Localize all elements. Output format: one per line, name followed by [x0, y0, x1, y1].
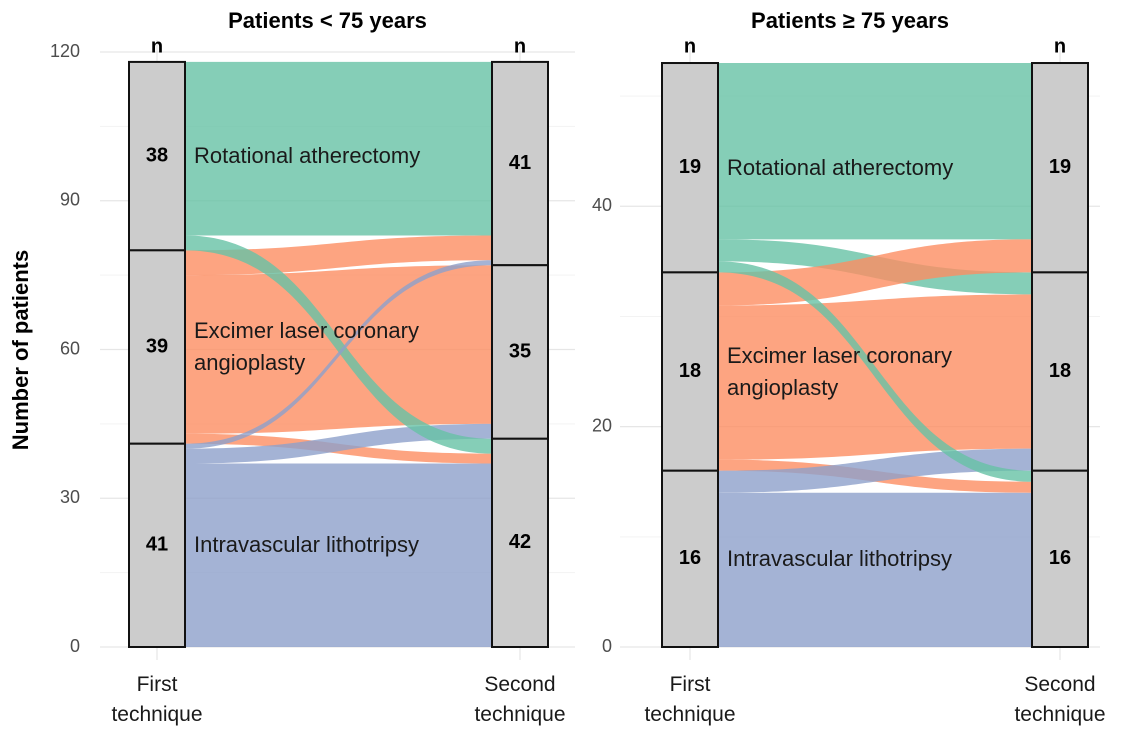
y-tick-label: 0 [70, 636, 80, 656]
flow [718, 492, 1032, 647]
stratum-name: Excimer laser coronary angioplasty [194, 318, 419, 376]
y-tick-label: 90 [60, 190, 80, 210]
flow [185, 61, 492, 236]
y-tick-label: 0 [602, 636, 612, 656]
stratum-name-box: Intravascular lithotripsy [194, 444, 456, 647]
x-tick-label-wrap: Second technique [460, 670, 580, 733]
x-tick-label-box: Second technique [1000, 670, 1120, 733]
flow [718, 261, 1032, 482]
stratum-count: 35 [509, 340, 531, 362]
x-tick-label-box: First technique [630, 670, 750, 733]
stratum-name-box: Intravascular lithotripsy [727, 471, 989, 647]
stratum-name: Excimer laser coronary angioplasty [727, 342, 952, 400]
stratum [1031, 469, 1089, 648]
stratum-count: 41 [146, 534, 168, 556]
count-header: n [151, 35, 163, 57]
count-header: n [684, 35, 696, 57]
x-tick-label: First technique [111, 673, 203, 727]
chart-title: Patients ≥ 75 years [751, 8, 949, 33]
stratum-name: Rotational atherectomy [194, 143, 421, 169]
stratum-count: 19 [679, 156, 701, 178]
y-tick-label: 120 [50, 41, 80, 61]
flow [185, 463, 492, 647]
stratum-count: 39 [146, 335, 168, 357]
x-tick-label: Second technique [1014, 673, 1106, 727]
flow [185, 235, 492, 454]
stratum-name-box: Rotational atherectomy [194, 62, 456, 250]
x-tick-label: Second technique [474, 673, 566, 727]
stratum-count: 16 [679, 547, 701, 569]
flow [718, 63, 1032, 240]
x-tick-label-box: First technique [97, 670, 217, 733]
stratum-name-wrap: Intravascular lithotripsy [727, 471, 989, 647]
stratum [661, 469, 719, 648]
y-tick-label: 60 [60, 338, 80, 358]
stratum [1031, 62, 1089, 274]
stratum-name: Intravascular lithotripsy [194, 532, 419, 558]
stratum-name: Rotational atherectomy [727, 154, 954, 180]
flow [185, 260, 492, 449]
x-tick-label-box: Second technique [460, 670, 580, 733]
stratum-name-box: Rotational atherectomy [727, 63, 989, 272]
stratum-name-wrap: Intravascular lithotripsy [194, 444, 456, 647]
count-header: n [1054, 35, 1066, 57]
stratum-count: 19 [1049, 156, 1071, 178]
stratum-count: 18 [679, 360, 701, 382]
stratum [491, 437, 549, 648]
stratum [1031, 271, 1089, 472]
y-tick-label: 30 [60, 487, 80, 507]
x-tick-label-wrap: First technique [630, 670, 750, 733]
y-axis-label: Number of patients [8, 250, 33, 450]
flow [718, 448, 1032, 493]
x-tick-label-wrap: Second technique [1000, 670, 1120, 733]
stratum [128, 60, 186, 252]
stratum [661, 271, 719, 472]
stratum-name-wrap: Rotational atherectomy [727, 63, 989, 272]
x-tick-label: First technique [644, 673, 736, 727]
stratum [491, 264, 549, 440]
y-tick-label: 40 [592, 195, 612, 215]
stratum-name-wrap: Rotational atherectomy [194, 62, 456, 250]
stratum-name-box: Excimer laser coronary angioplasty [194, 250, 456, 443]
stratum-count: 41 [509, 152, 531, 174]
stratum-name-box: Excimer laser coronary angioplasty [727, 272, 989, 470]
stratum [491, 60, 549, 267]
x-tick-label-wrap: First technique [97, 670, 217, 733]
y-tick-label: 20 [592, 415, 612, 435]
stratum-name: Intravascular lithotripsy [727, 545, 952, 571]
chart-title: Patients < 75 years [228, 8, 427, 33]
flow [185, 423, 492, 464]
stratum-count: 38 [146, 144, 168, 166]
stratum-count: 18 [1049, 360, 1071, 382]
stratum [128, 249, 186, 445]
stratum-count: 16 [1049, 547, 1071, 569]
stratum [128, 442, 186, 649]
stratum-name-wrap: Excimer laser coronary angioplasty [194, 250, 456, 443]
stratum [661, 62, 719, 274]
stratum-count: 42 [509, 531, 531, 553]
stratum-name-wrap: Excimer laser coronary angioplasty [727, 272, 989, 470]
count-header: n [514, 35, 526, 57]
